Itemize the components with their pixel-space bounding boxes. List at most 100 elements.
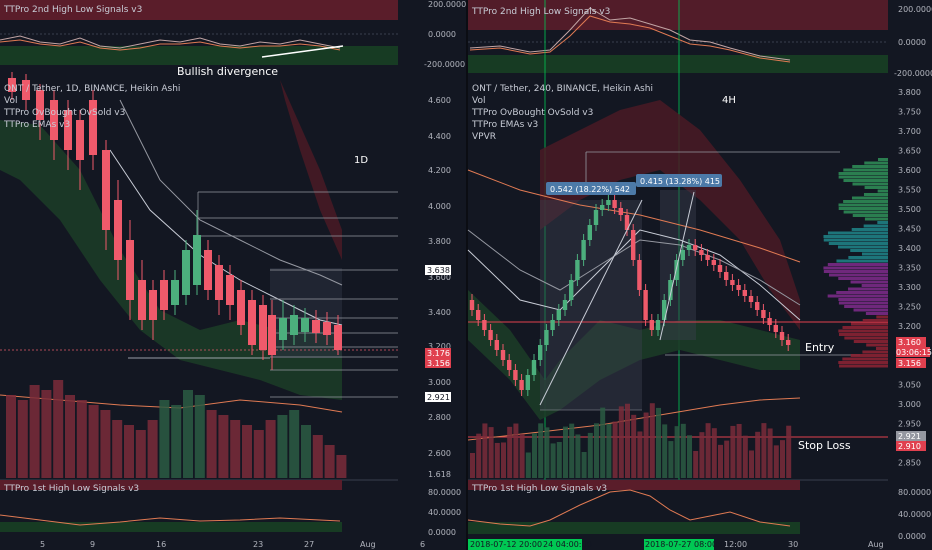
vpvr-bar <box>838 207 888 210</box>
candle-body <box>593 210 599 225</box>
candle-body <box>476 310 481 320</box>
volume-bar <box>482 423 488 478</box>
candle-body <box>562 300 568 310</box>
right-osc-bottom-axis-2: 0.0000 <box>898 532 926 541</box>
candle-body <box>160 280 168 310</box>
volume-bar <box>649 403 655 478</box>
volume-bar <box>135 430 146 478</box>
volume-bar <box>336 455 347 478</box>
volume-bar <box>147 420 158 478</box>
volume-bar <box>29 385 40 478</box>
candle-body <box>138 280 146 320</box>
right-price-axis-label: 3.650 <box>898 147 921 156</box>
candle-body <box>507 360 512 370</box>
candle-body <box>50 100 58 140</box>
candle-body <box>215 265 223 300</box>
left-x-5: Aug <box>360 540 376 549</box>
right-tag-text-3: 2.921 <box>898 432 921 441</box>
candle-body <box>279 318 287 340</box>
volume-bar <box>749 450 754 478</box>
right-tag-text-2: 3.156 <box>898 359 921 368</box>
right-tag-2 <box>896 358 926 368</box>
left-candles <box>8 72 342 370</box>
candle-body <box>544 330 549 345</box>
left-tag-text-1: 3.176 <box>427 349 450 358</box>
candle-body <box>171 280 179 305</box>
candle-body <box>724 272 729 280</box>
right-measure-arrow-2 <box>659 191 695 341</box>
volume-bar <box>742 435 748 478</box>
candle-body <box>587 225 592 240</box>
volume-bar <box>556 442 562 478</box>
candle-body <box>618 208 623 215</box>
volume-bar <box>643 412 649 478</box>
candle-body <box>500 350 506 360</box>
left-green-ribbon <box>0 120 342 400</box>
volume-bar <box>544 427 550 478</box>
vpvr-bar <box>838 298 888 301</box>
left-tag-text-2: 3.156 <box>427 359 450 368</box>
vpvr-bar <box>864 161 888 165</box>
volume-bar <box>618 406 624 478</box>
right-osc-top-line-a <box>469 7 791 61</box>
vpvr-bar <box>838 175 888 179</box>
left-x-2: 16 <box>156 540 166 549</box>
candle-body <box>556 310 561 320</box>
volume-bar <box>206 410 217 478</box>
right-osc-bottom: TTPro 1st High Low Signals v3 <box>467 479 888 534</box>
right-price-axis-label: 3.000 <box>898 400 921 409</box>
right-tag-text-0: 3.160 <box>898 338 921 347</box>
candle-body <box>64 110 72 150</box>
stoploss-label: Stop Loss <box>798 439 851 452</box>
right-price-axis-label: 3.250 <box>898 303 921 312</box>
volume-bar <box>550 443 556 478</box>
volume-bar <box>194 395 205 478</box>
vpvr-bar <box>838 361 888 364</box>
volume-bar <box>124 425 134 478</box>
candle-body <box>76 120 84 160</box>
left-x-4: 27 <box>304 540 314 549</box>
volume-bar <box>699 432 705 478</box>
right-measure-text-1: 0.542 (18.22%) 542 <box>550 185 630 194</box>
vpvr-bar <box>866 343 888 347</box>
right-chart-title: ONT / Tether, 240, BINANCE, Heikin Ashi <box>472 84 653 94</box>
candle-body <box>494 340 499 350</box>
divergence-label: Bullish divergence <box>177 65 278 78</box>
right-osc-top: TTPro 2nd High Low Signals v3 <box>468 0 888 80</box>
volume-bar <box>575 434 581 478</box>
volume-bar <box>581 451 587 478</box>
right-volume-bars <box>470 403 792 478</box>
right-timeframe-label: 4H <box>722 95 736 106</box>
candle-body <box>779 332 785 340</box>
volume-bar <box>253 430 264 478</box>
left-tag-text-0: 3.638 <box>427 266 450 275</box>
candle-body <box>742 290 747 296</box>
left-indicator-0: Vol <box>4 96 17 106</box>
volume-bar <box>470 453 475 478</box>
left-volume-bars <box>6 380 347 478</box>
vpvr-bar <box>865 312 888 315</box>
vpvr-bar <box>851 228 888 231</box>
right-price-axis-label: 3.550 <box>898 186 921 195</box>
right-tag-text-4: 2.910 <box>898 442 921 451</box>
left-osc-top-axis-0: 200.0000 <box>428 0 466 9</box>
vpvr-bar <box>864 217 888 221</box>
candle-body <box>649 320 654 330</box>
right-price-axis-label: 3.400 <box>898 244 921 253</box>
candle-body <box>643 290 648 320</box>
candle-body <box>482 320 487 330</box>
candle-body <box>126 240 134 300</box>
candle-body <box>323 322 331 335</box>
vpvr-bar <box>863 224 888 228</box>
left-price-axis-4: 3.800 <box>428 237 451 246</box>
vpvr-bar <box>843 179 888 182</box>
right-measure-badge-2 <box>636 174 722 187</box>
vpvr-bar <box>877 189 888 193</box>
vpvr-bar <box>863 193 888 196</box>
volume-bar <box>668 441 674 478</box>
left-chart-title: ONT / Tether, 1D, BINANCE, Heikin Ashi <box>4 84 180 94</box>
right-osc-bottom-axis-0: 80.0000 <box>898 488 931 497</box>
candle-body <box>89 100 97 155</box>
volume-bar <box>631 414 637 478</box>
